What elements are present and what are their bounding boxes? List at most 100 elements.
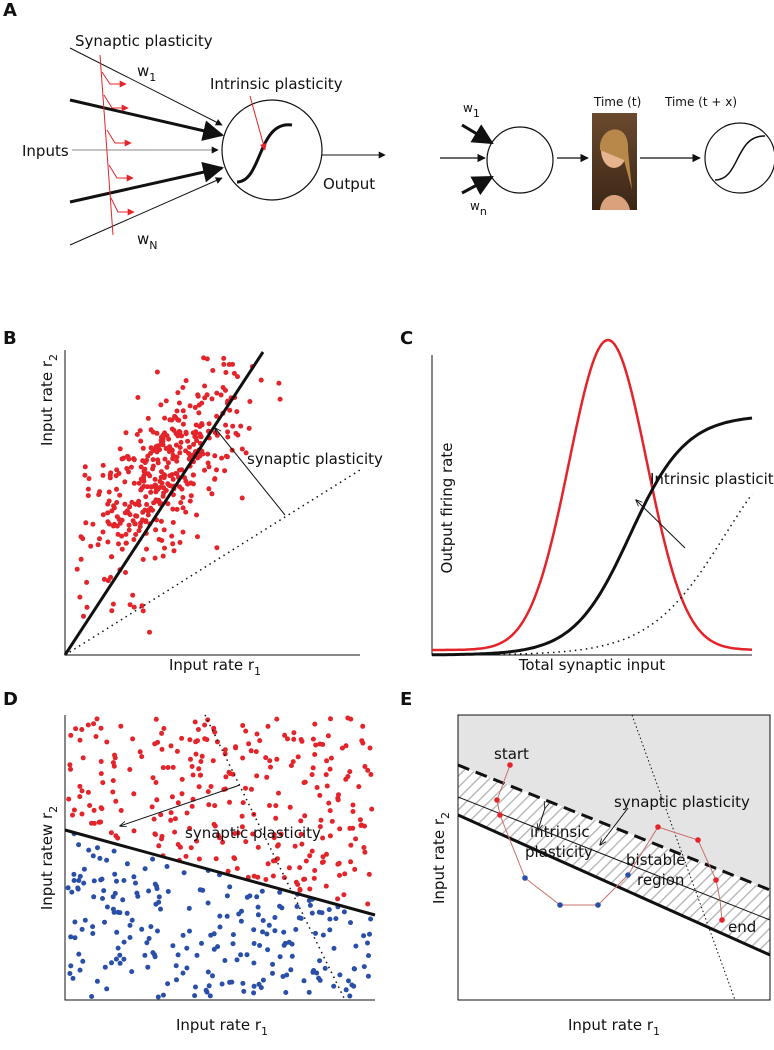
dot: [152, 482, 158, 488]
dot: [193, 984, 198, 990]
dot: [187, 928, 192, 934]
dot: [76, 842, 82, 848]
trajectory-point: [507, 762, 513, 768]
dot: [143, 494, 149, 500]
dot: [260, 977, 266, 983]
dot: [132, 521, 138, 527]
dot: [177, 429, 183, 435]
dot: [291, 736, 297, 742]
dot: [218, 392, 224, 398]
dot: [189, 764, 195, 769]
dot: [119, 456, 125, 462]
dot: [168, 817, 174, 823]
dot: [122, 479, 128, 485]
dot: [251, 927, 257, 933]
dot: [288, 763, 294, 769]
dot: [81, 880, 87, 886]
dot: [131, 791, 137, 797]
dot: [277, 903, 283, 909]
dot: [159, 836, 164, 842]
dot: [350, 809, 356, 814]
dot: [312, 868, 318, 873]
dot: [174, 506, 180, 512]
dot: [156, 497, 162, 503]
dot: [178, 439, 184, 445]
dot: [179, 791, 185, 797]
dot: [154, 430, 160, 436]
input-line: [69, 177, 223, 246]
dot: [169, 533, 175, 539]
dot: [155, 739, 161, 745]
dot: [76, 878, 82, 883]
dot: [194, 952, 200, 958]
dot: [325, 733, 331, 739]
dot: [234, 957, 240, 963]
dot: [90, 521, 96, 527]
dot: [280, 974, 286, 979]
dot: [145, 453, 151, 459]
dot: [77, 873, 83, 879]
dot: [176, 400, 182, 406]
dot: [244, 952, 250, 958]
dot: [113, 473, 119, 479]
dot: [327, 833, 333, 839]
dot: [345, 774, 351, 779]
dot: [360, 723, 366, 729]
gray-region: [458, 715, 770, 890]
annotation: Time (t): [593, 95, 641, 109]
dot: [142, 866, 148, 872]
dot: [217, 924, 223, 930]
dot: [168, 743, 174, 749]
dot: [264, 931, 270, 937]
dot: [251, 990, 257, 996]
dot: [307, 886, 313, 892]
dot: [144, 484, 150, 490]
dot: [150, 463, 156, 469]
dot: [190, 772, 196, 778]
dot: [159, 730, 165, 736]
dot: [114, 929, 120, 935]
dot: [297, 865, 303, 871]
dot: [296, 915, 302, 921]
dot: [133, 532, 139, 537]
dot: [170, 476, 176, 482]
dot: [210, 973, 215, 979]
dot: [137, 749, 143, 755]
dot: [327, 927, 333, 933]
dot: [343, 743, 349, 749]
dot: [136, 502, 142, 508]
dot: [153, 716, 159, 722]
x-axis-label: Input rate r1: [169, 656, 261, 678]
dot: [174, 748, 180, 754]
dot: [110, 778, 116, 784]
synaptic-arrows: [99, 54, 267, 236]
dot: [320, 932, 326, 938]
dot: [116, 541, 121, 547]
dot: [281, 929, 287, 935]
dot: [239, 824, 245, 830]
dot: [191, 441, 197, 447]
dot: [313, 742, 319, 748]
dot: [260, 929, 266, 935]
dot: [209, 491, 215, 497]
dot: [160, 553, 166, 559]
dot: [177, 450, 183, 456]
dot: [196, 766, 202, 772]
dot: [254, 731, 260, 737]
dot: [147, 629, 152, 635]
trajectory-point: [695, 837, 701, 843]
neuron: [221, 99, 323, 201]
dot: [131, 457, 137, 463]
dot: [248, 748, 254, 754]
dot: [84, 604, 90, 610]
dot: [158, 906, 163, 912]
dot: [128, 464, 134, 470]
dot: [193, 429, 199, 435]
dot: [230, 361, 235, 367]
dot: [107, 475, 113, 481]
dot: [369, 806, 375, 812]
dot: [206, 421, 212, 427]
dot: [285, 736, 290, 742]
dot: [180, 385, 186, 390]
dot: [194, 512, 199, 518]
